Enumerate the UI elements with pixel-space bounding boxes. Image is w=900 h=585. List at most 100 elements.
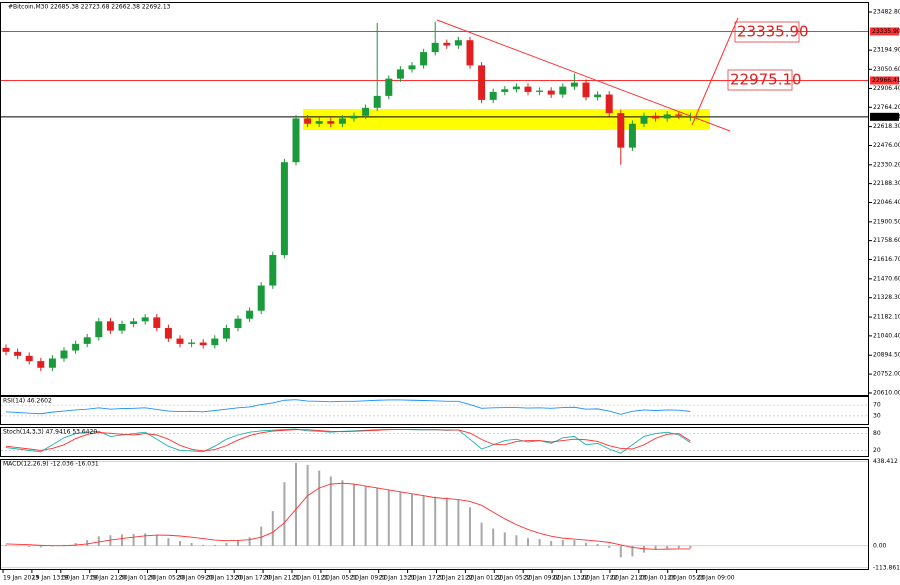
y-tick-label: 21900.50 (873, 218, 900, 225)
y-tick-label: 21616.70 (873, 256, 900, 263)
candle-body (652, 115, 660, 119)
y-tick-label: 23482.80 (873, 8, 900, 15)
candle-body (420, 52, 428, 66)
candle-body (164, 327, 172, 339)
candle-body (605, 94, 613, 114)
y-tick-label: 22764.20 (873, 104, 900, 111)
candle-body (385, 78, 393, 96)
x-tick-label: 21 Jan 01:30 (292, 575, 330, 582)
candle-body (663, 114, 671, 119)
macd-bar (271, 511, 274, 546)
candle-body (257, 285, 265, 311)
macd-bar (619, 545, 622, 558)
candle-body (617, 113, 625, 148)
macd-bar (596, 543, 599, 546)
macd-bar (480, 522, 483, 546)
macd-bar (202, 544, 205, 546)
candle-body (501, 89, 509, 92)
x-tick-label: 23 Jan 01:00 (639, 575, 677, 582)
candle-body (431, 42, 439, 53)
candle-body (362, 107, 370, 116)
macd-title: MACD(12,26,9) -12.036 -16.031 (3, 461, 99, 468)
candle-body (454, 40, 462, 46)
macd-bar (5, 544, 7, 546)
macd-bar (457, 499, 460, 546)
macd-bar (329, 476, 332, 546)
y-tick-label: 30 (873, 412, 881, 419)
y-tick-label: 21758.60 (873, 237, 900, 244)
x-tick-label: 19 Jan 13:30 (32, 575, 70, 582)
candle-body (582, 82, 590, 98)
candle-body (292, 118, 300, 163)
macd-bar (666, 545, 669, 549)
drawings (303, 109, 710, 130)
x-tick-label: 21 Jan 13:30 (379, 575, 417, 582)
macd-bar (677, 545, 680, 549)
level-annotation: 23335.90 (737, 23, 809, 41)
macd-bar (422, 495, 425, 546)
y-tick-label: 21470.60 (873, 275, 900, 282)
candle-body (338, 118, 346, 124)
y-tick-label: 22618.30 (873, 123, 900, 130)
y-tick-label: 23050.60 (873, 66, 900, 73)
macd-bar (364, 486, 367, 546)
macd-bar (167, 538, 170, 546)
macd-bar (689, 545, 692, 549)
candle-body (48, 358, 56, 368)
stoch-panel (0, 427, 869, 457)
candle-body (536, 90, 544, 92)
macd-bar (515, 535, 518, 546)
x-tick-label: 22 Jan 17:00 (581, 575, 619, 582)
macd-bar (469, 507, 471, 546)
y-tick-label: 20752.00 (873, 371, 900, 378)
macd-bar (213, 544, 216, 546)
macd-bar (585, 542, 587, 546)
macd-bar (631, 545, 634, 557)
macd-bar (573, 540, 576, 546)
macd-bar (561, 540, 564, 546)
macd-bar (399, 491, 402, 546)
x-tick-label: 20 Jan 01:30 (119, 575, 157, 582)
candle-body (570, 82, 578, 87)
candle-body (280, 162, 288, 256)
x-tick-label: 22 Jan 21:00 (610, 575, 648, 582)
chart-title: #Bitcoin,M30 22685.38 22723.68 22662.38 … (8, 4, 171, 11)
candle-body (524, 86, 532, 92)
candle-body (373, 95, 381, 108)
macd-bar (527, 538, 529, 546)
candle-body (443, 42, 451, 46)
macd-bar (97, 536, 100, 546)
x-tick-label: 22 Jan 01:30 (465, 575, 503, 582)
candle-body (25, 355, 33, 362)
x-tick-label: 22 Jan 09:00 (523, 575, 561, 582)
x-tick-label: 23 Jan 09:00 (697, 575, 735, 582)
y-tick-label: 20 (873, 447, 881, 454)
candle-body (95, 321, 103, 338)
macd-bar (39, 545, 42, 548)
candle-body (269, 255, 277, 286)
x-tick-label: 21 Jan 17:30 (408, 575, 446, 582)
trend-line (691, 17, 739, 126)
candle-body (106, 321, 114, 331)
macd-bar (387, 489, 390, 546)
level-label-box (870, 112, 899, 121)
x-tick-label: 20 Jan 09:30 (176, 575, 214, 582)
macd-bar (306, 464, 309, 546)
macd-bar (155, 535, 158, 546)
y-tick-label: 80 (873, 430, 881, 437)
macd-bar (144, 533, 147, 546)
trend-lines (436, 17, 739, 132)
y-tick-label: 70 (873, 402, 881, 409)
y-tick-label: -113.861 (873, 564, 900, 571)
macd-bar (550, 541, 553, 546)
x-tick-label: 21 Jan 21:30 (437, 575, 475, 582)
candle-body (141, 317, 149, 322)
annotation-box (734, 21, 800, 43)
x-tick-label: 19 Jan 2023 (3, 575, 39, 582)
x-tick-label: 20 Jan 21:30 (263, 575, 301, 582)
y-tick-label: 20894.50 (873, 352, 900, 359)
candle-body (675, 114, 683, 116)
macd-bar (260, 526, 263, 546)
candle-body (118, 323, 126, 331)
